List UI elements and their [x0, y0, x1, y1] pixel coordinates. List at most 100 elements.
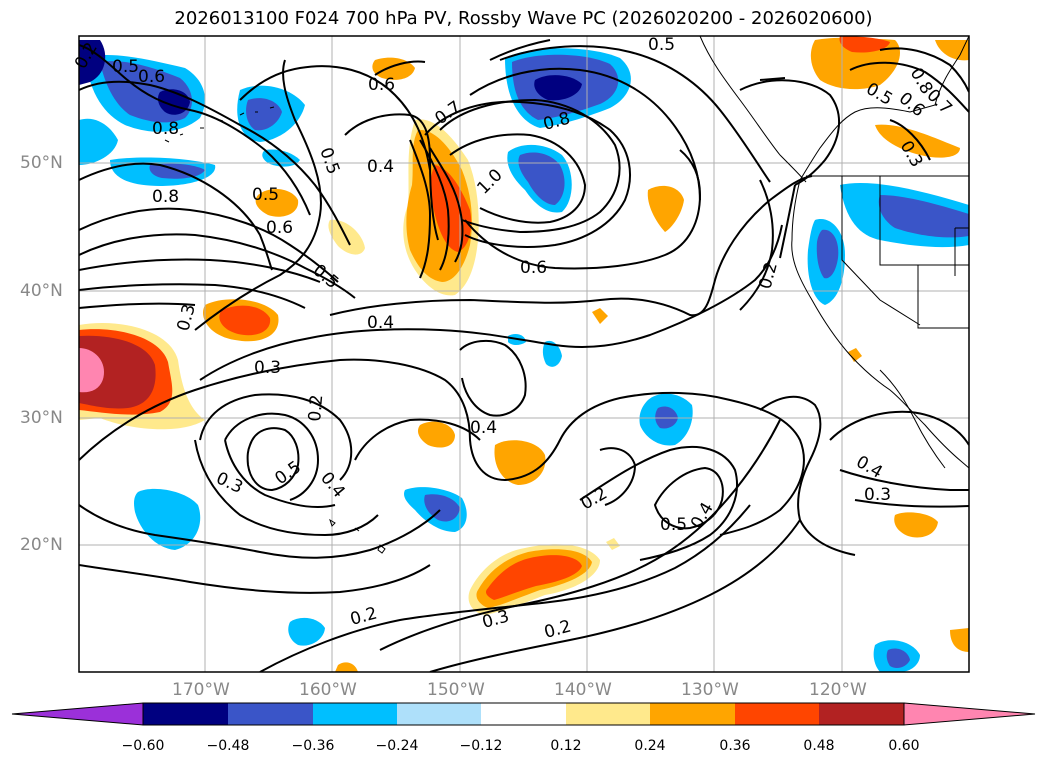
pv-contour-line — [449, 133, 587, 224]
state-border — [841, 176, 921, 326]
plot-frame — [78, 35, 970, 673]
pv-contour-line — [779, 184, 796, 259]
anomaly-pos — [935, 40, 969, 61]
lon-label-120w: 120°W — [809, 680, 867, 700]
pv-contour-line — [759, 77, 786, 81]
anomaly-neg — [79, 40, 106, 85]
contour-label: 0.5 — [648, 35, 675, 55]
pv-contour-line — [739, 79, 841, 186]
lat-label-20n: 20°N — [20, 535, 63, 555]
pv-contour-line — [489, 39, 551, 61]
pv-contour-line — [199, 224, 783, 381]
state-border — [917, 265, 969, 329]
pv-contour-line — [429, 519, 801, 672]
pv-contours — [79, 39, 969, 672]
contour-label: 0.2 — [305, 394, 327, 423]
baja-coast — [879, 369, 946, 469]
coastline-north-america — [791, 36, 969, 469]
colorbar-tick: −0.60 — [121, 738, 165, 754]
anomaly-neg — [246, 98, 282, 131]
pv-contour-line — [79, 80, 351, 246]
colorbar-segment — [143, 703, 228, 725]
coastlines — [164, 36, 969, 554]
colorbar-tick: −0.24 — [375, 738, 419, 754]
colorbar-segment — [819, 703, 904, 725]
colorbar-segment — [481, 703, 566, 725]
pv-contour-line — [889, 119, 931, 161]
anomaly-pos — [486, 555, 582, 600]
lon-label-140w: 140°W — [554, 680, 612, 700]
anomaly-pos — [219, 305, 271, 336]
colorbar-segment — [650, 703, 735, 725]
pv-contour-line — [419, 139, 450, 271]
anomaly-pos — [647, 185, 684, 232]
pv-contour-line — [79, 258, 321, 283]
pv-contour-line — [79, 233, 356, 299]
contour-label: 0.3 — [864, 485, 891, 505]
anomaly-pos — [606, 538, 620, 550]
colorbar-tick: 0.60 — [888, 738, 920, 754]
contour-label: 0.6 — [266, 218, 293, 238]
colorbar-tick: 0.24 — [634, 738, 666, 754]
pv-contour-line — [499, 45, 771, 183]
anomaly-neg — [534, 75, 582, 101]
anomaly-pos — [335, 662, 358, 672]
colorbar-tick: −0.48 — [206, 738, 250, 754]
colorbar-extend-min — [11, 702, 144, 726]
shaded-anomalies — [79, 36, 969, 672]
anomaly-pos — [592, 308, 608, 324]
pv-contour-line — [653, 466, 724, 530]
pv-contour-line — [79, 504, 441, 559]
anomaly-neg — [816, 229, 839, 279]
contour-label: 0.5 — [112, 57, 139, 77]
pv-contour-line — [409, 139, 432, 279]
contour-label: 0.4 — [367, 313, 394, 333]
alaska-coast — [699, 36, 807, 183]
contour-label: 0.6 — [520, 258, 547, 278]
anomaly-neg — [424, 494, 460, 522]
contour-label: 0.4 — [470, 418, 497, 438]
lon-label-150w: 150°W — [427, 680, 485, 700]
lon-label-160w: 160°W — [299, 680, 357, 700]
colorbar-tick: 0.12 — [550, 738, 582, 754]
lon-label-130w: 130°W — [681, 680, 739, 700]
pv-contour-line — [224, 439, 336, 508]
anomaly-pos — [430, 165, 472, 252]
anomaly-neg — [518, 152, 565, 205]
graticule — [79, 36, 969, 672]
pv-contour-line — [194, 439, 379, 537]
pv-contour-line — [194, 59, 322, 331]
contour-label: 0.6 — [368, 75, 395, 95]
colorbar-segment — [313, 703, 397, 725]
pv-contour-line — [579, 445, 738, 561]
anomaly-pos — [950, 628, 969, 652]
hawaiian-islands — [329, 518, 386, 554]
pv-contour-line — [79, 283, 306, 309]
map-title: 2026013100 F024 700 hPa PV, Rossby Wave … — [174, 8, 873, 29]
colorbar-frame — [142, 702, 905, 726]
pv-contour-line — [79, 358, 805, 536]
pv-contour-line — [759, 395, 856, 556]
anomaly-pos — [79, 335, 156, 409]
anomaly-neg — [886, 648, 910, 668]
anomaly-pos — [894, 512, 938, 538]
pv-contour-line — [429, 147, 464, 263]
state-border — [879, 176, 969, 266]
pv-contour-line — [854, 499, 969, 508]
lon-label-170w: 170°W — [172, 680, 230, 700]
colorbar-extend-max — [903, 702, 1036, 726]
colorbar-tick: −0.12 — [459, 738, 503, 754]
contour-label: 0.5 — [660, 515, 687, 535]
pv-contour-line — [354, 418, 481, 461]
anomaly-neg — [878, 195, 969, 238]
pv-contour-line — [259, 504, 751, 672]
state-border — [954, 227, 969, 276]
colorbar — [11, 702, 1036, 726]
pv-contour-line — [879, 47, 969, 93]
pv-contour-line — [379, 419, 781, 651]
contour-label: 0.6 — [138, 67, 165, 87]
colorbar-segment — [397, 703, 481, 725]
anomaly-neg — [655, 406, 678, 429]
pv-contour-line — [79, 302, 196, 309]
contour-label: 0.8 — [152, 187, 179, 207]
